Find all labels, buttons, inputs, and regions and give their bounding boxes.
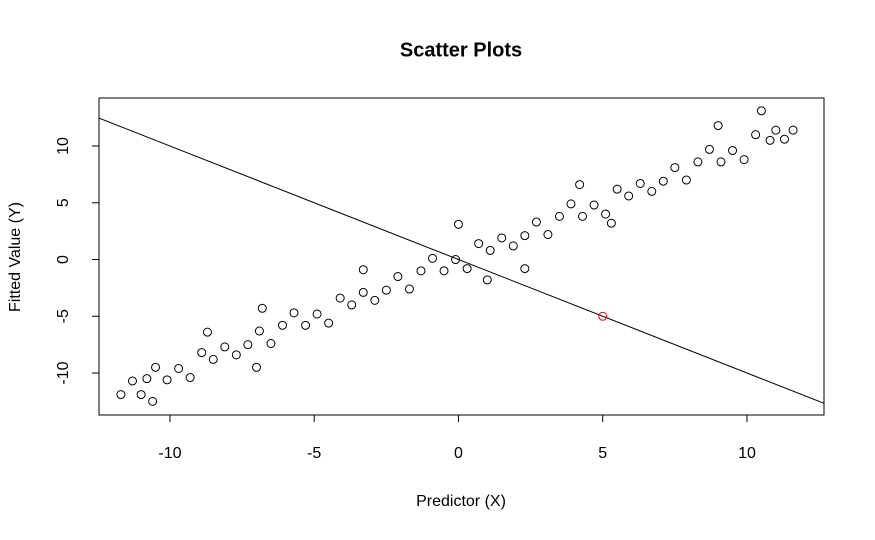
- point: [771, 125, 781, 135]
- point: [756, 106, 766, 116]
- point: [554, 211, 564, 221]
- point: [601, 209, 611, 219]
- point: [151, 362, 161, 372]
- point: [243, 340, 253, 350]
- point: [598, 311, 608, 321]
- point: [739, 155, 749, 165]
- point: [148, 396, 158, 406]
- point: [370, 295, 380, 305]
- point: [289, 308, 299, 318]
- point: [728, 146, 738, 156]
- point: [520, 231, 530, 241]
- x-tick-label: -5: [307, 445, 321, 462]
- point: [220, 342, 230, 352]
- x-tick-label: 5: [598, 445, 607, 462]
- point: [485, 245, 495, 255]
- point: [301, 320, 311, 330]
- point: [142, 374, 152, 384]
- point: [266, 338, 276, 348]
- point: [197, 348, 207, 358]
- point: [404, 284, 414, 294]
- point: [381, 285, 391, 295]
- y-tick-label: -5: [55, 309, 72, 323]
- point: [462, 264, 472, 274]
- plot-area: [99, 106, 824, 406]
- point: [312, 309, 322, 319]
- point: [713, 121, 723, 131]
- point: [575, 180, 585, 190]
- y-axis-label: Fitted Value (Y): [7, 202, 24, 312]
- point: [497, 233, 507, 243]
- point: [453, 219, 463, 229]
- point: [335, 293, 345, 303]
- point: [589, 200, 599, 210]
- point: [358, 265, 368, 275]
- point: [428, 253, 438, 263]
- point: [704, 144, 714, 154]
- point: [324, 318, 334, 328]
- y-tick-label: -10: [55, 361, 72, 384]
- point: [202, 327, 212, 337]
- point: [751, 130, 761, 140]
- x-tick-label: 10: [738, 445, 756, 462]
- point: [606, 218, 616, 228]
- y-tick-label: 0: [55, 255, 72, 264]
- x-tick-label: 0: [454, 445, 463, 462]
- point: [566, 199, 576, 209]
- point: [716, 157, 726, 167]
- point: [658, 176, 668, 186]
- point: [765, 135, 775, 145]
- point: [531, 217, 541, 227]
- point: [647, 186, 657, 196]
- point: [416, 266, 426, 276]
- point: [208, 354, 218, 364]
- x-axis-label: Predictor (X): [416, 493, 506, 510]
- point: [693, 157, 703, 167]
- point: [162, 375, 172, 385]
- point: [624, 191, 634, 201]
- plot-frame: [98, 97, 825, 416]
- point: [277, 320, 287, 330]
- point: [681, 175, 691, 185]
- point: [635, 178, 645, 188]
- point: [252, 362, 262, 372]
- y-tick-label: 5: [55, 198, 72, 207]
- point: [185, 373, 195, 383]
- point: [578, 211, 588, 221]
- point: [520, 264, 530, 274]
- point: [347, 300, 357, 310]
- reference-line: [99, 117, 824, 404]
- y-tick-label: 10: [55, 137, 72, 155]
- point: [257, 303, 267, 313]
- point: [482, 275, 492, 285]
- point: [136, 390, 146, 400]
- point: [254, 326, 264, 336]
- point: [174, 363, 184, 373]
- point: [439, 266, 449, 276]
- point: [543, 230, 553, 240]
- chart-title: Scatter Plots: [400, 39, 522, 61]
- point: [670, 163, 680, 173]
- point: [788, 125, 798, 135]
- point: [612, 184, 622, 194]
- point: [116, 390, 126, 400]
- point: [474, 239, 484, 249]
- point: [393, 272, 403, 282]
- point: [231, 350, 241, 360]
- point: [451, 255, 461, 265]
- point: [779, 134, 789, 144]
- x-tick-label: -10: [158, 445, 181, 462]
- point: [127, 376, 137, 386]
- point: [358, 287, 368, 297]
- point: [508, 241, 518, 251]
